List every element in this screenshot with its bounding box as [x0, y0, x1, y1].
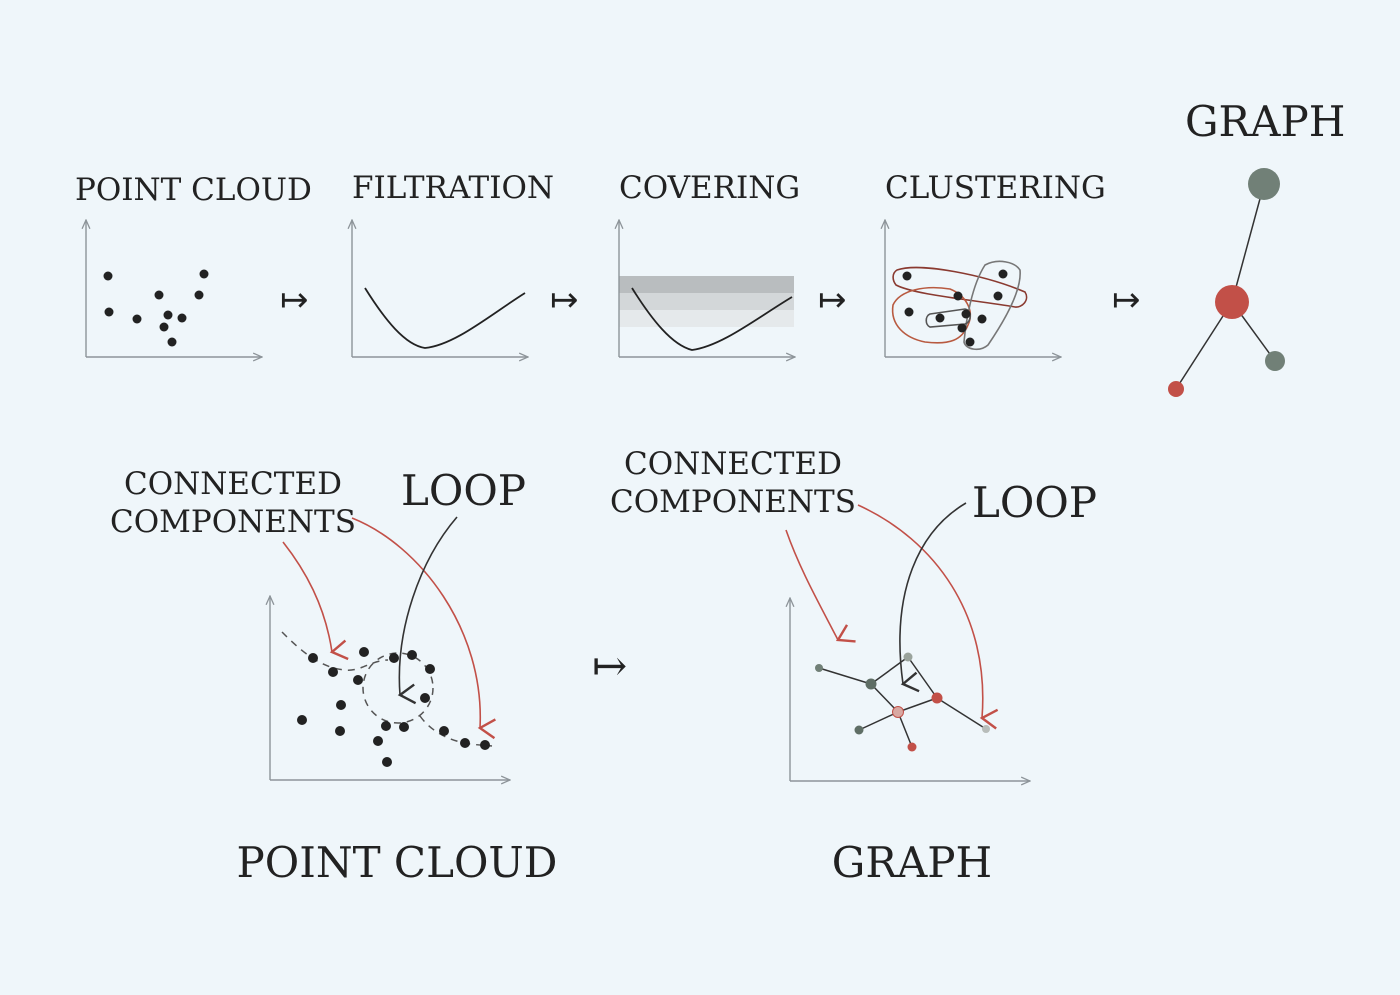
- data-point: [159, 322, 169, 332]
- data-point: [957, 323, 967, 333]
- graph-node: [903, 652, 913, 662]
- data-point: [480, 740, 490, 750]
- cover-interval-2: [619, 293, 794, 310]
- data-point: [163, 310, 173, 320]
- covering-step-label: COVERING: [619, 170, 800, 206]
- covering-panel: [619, 220, 795, 357]
- data-point: [977, 314, 987, 324]
- graph-node: [815, 664, 823, 672]
- loop-label-left: LOOP: [401, 466, 526, 515]
- data-point: [935, 313, 945, 323]
- filtration-step-label: FILTRATION: [352, 170, 554, 206]
- data-point: [353, 675, 363, 685]
- point-cloud-panel: [86, 220, 262, 357]
- loop-label-right: LOOP: [972, 478, 1097, 527]
- maps-to-arrow-2: ↦: [550, 280, 579, 320]
- graph-node: [907, 742, 917, 752]
- maps-to-arrow-3: ↦: [818, 280, 847, 320]
- data-point: [399, 722, 409, 732]
- data-point: [904, 307, 914, 317]
- bottom-graph-panel: CONNECTED COMPONENTS LOOP GRAPH: [610, 446, 1097, 887]
- filter-function-curve: [364, 287, 526, 349]
- components-label-right: COMPONENTS: [610, 484, 856, 520]
- graph-node: [854, 725, 864, 735]
- graph-node: [982, 725, 990, 733]
- graph-node: [931, 692, 943, 704]
- graph-node: [892, 706, 904, 718]
- loop-pointer-arrow: [899, 502, 967, 693]
- graph-node: [1215, 285, 1249, 319]
- data-point: [902, 271, 912, 281]
- data-point: [177, 313, 187, 323]
- data-point: [199, 269, 209, 279]
- data-point: [359, 647, 369, 657]
- maps-to-arrow-bottom: ↦: [592, 641, 627, 690]
- point-cloud-caption: POINT CLOUD: [237, 838, 558, 887]
- data-point: [167, 337, 177, 347]
- filtration-panel: [352, 220, 528, 357]
- components-label-left: COMPONENTS: [110, 504, 356, 540]
- clustering-step-label: CLUSTERING: [885, 170, 1106, 206]
- data-point: [389, 653, 399, 663]
- filter-function-curve: [631, 287, 793, 351]
- data-point: [381, 721, 391, 731]
- data-point: [425, 664, 435, 674]
- component-path: [281, 631, 389, 671]
- data-point: [104, 307, 114, 317]
- maps-to-arrow-4: ↦: [1112, 280, 1141, 320]
- component-pointer-arrow: [351, 517, 496, 740]
- graph-node: [1248, 168, 1280, 200]
- data-point: [336, 700, 346, 710]
- point-cloud-step-label: POINT CLOUD: [75, 172, 312, 208]
- cover-interval-1: [619, 276, 794, 293]
- data-point: [103, 271, 113, 281]
- data-point: [420, 693, 430, 703]
- data-point: [382, 757, 392, 767]
- component-pointer-arrow: [857, 504, 999, 730]
- data-point: [407, 650, 417, 660]
- data-point: [297, 715, 307, 725]
- graph-node: [1265, 351, 1285, 371]
- data-point: [998, 269, 1008, 279]
- data-point: [965, 337, 975, 347]
- graph-panel: [1168, 168, 1285, 397]
- graph-node: [1168, 381, 1184, 397]
- data-point: [308, 653, 318, 663]
- clustering-panel: [885, 220, 1061, 357]
- component-path: [419, 715, 493, 747]
- graph-node: [865, 678, 877, 690]
- data-point: [132, 314, 142, 324]
- data-point: [328, 667, 338, 677]
- graph-caption: GRAPH: [832, 838, 992, 887]
- connected-label-left: CONNECTED: [124, 466, 342, 502]
- data-point: [953, 291, 963, 301]
- component-pointer-arrow: [785, 529, 856, 643]
- cluster-outline-orange: [891, 286, 972, 344]
- loop-circle: [362, 652, 434, 724]
- data-point: [373, 736, 383, 746]
- data-point: [993, 291, 1003, 301]
- data-point: [154, 290, 164, 300]
- data-point: [439, 726, 449, 736]
- graph-step-label: GRAPH: [1185, 97, 1345, 146]
- data-point: [335, 726, 345, 736]
- bottom-point-cloud-panel: CONNECTED COMPONENTS LOOP POINT CLOUD: [110, 466, 557, 887]
- loop-pointer-arrow: [397, 516, 458, 705]
- data-point: [961, 309, 971, 319]
- data-point: [194, 290, 204, 300]
- connected-label-right: CONNECTED: [624, 446, 842, 482]
- maps-to-arrow-1: ↦: [280, 280, 309, 320]
- data-point: [460, 738, 470, 748]
- cluster-outline-red: [892, 266, 1028, 308]
- component-pointer-arrow: [282, 541, 349, 661]
